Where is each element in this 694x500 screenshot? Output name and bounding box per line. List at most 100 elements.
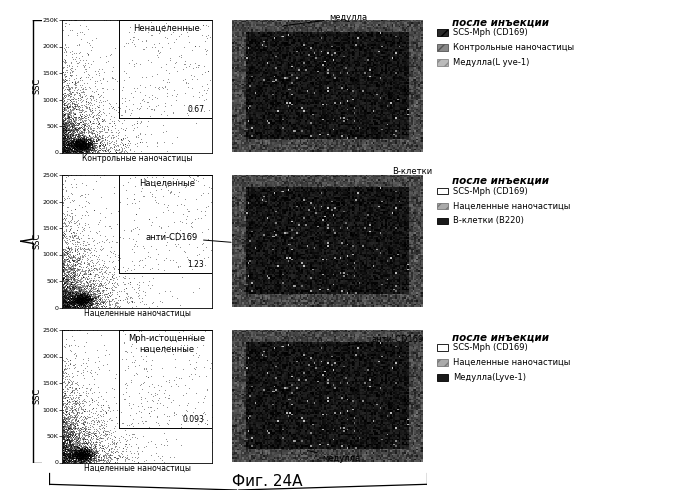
Point [70,280,81,288]
Point [134,130,145,138]
Point [86,142,97,150]
Point [146,30,157,38]
Point [77,446,88,454]
Point [67,303,78,311]
Point [96,136,108,144]
Point [192,420,203,428]
Point [85,146,96,154]
Point [65,138,76,146]
Point [139,254,150,262]
Point [76,303,87,311]
Point [121,40,132,48]
Point [66,300,77,308]
Point [80,302,91,310]
Point [74,300,85,308]
Point [76,446,87,454]
Point [75,448,86,456]
Point [67,444,78,452]
Point [60,298,71,306]
Point [87,300,98,308]
Point [78,288,89,296]
Point [67,273,78,281]
Point [63,361,74,369]
Point [69,104,81,112]
Point [107,294,118,302]
Point [75,142,86,150]
Point [68,121,79,129]
Point [83,293,94,301]
Point [80,142,91,150]
Point [94,438,105,446]
Point [66,138,77,146]
Point [72,140,83,148]
Point [133,450,144,458]
Point [58,270,69,278]
Point [65,226,76,234]
Point [87,146,98,154]
Point [71,448,83,456]
Point [79,140,90,147]
Point [74,453,85,461]
Point [80,298,91,306]
Point [58,444,69,452]
Point [66,295,77,303]
Point [83,140,94,148]
Point [99,440,110,448]
Point [126,298,137,306]
Point [67,130,78,138]
Point [88,444,99,452]
Point [75,297,86,305]
Point [74,140,85,147]
Point [78,450,90,458]
Point [83,103,94,111]
Point [78,244,90,252]
Point [78,291,90,299]
Point [89,414,100,422]
Point [65,302,76,310]
Point [75,144,86,152]
Point [80,148,91,156]
Point [64,212,75,220]
Point [86,133,97,141]
Point [67,301,78,309]
Point [58,456,69,464]
Point [74,395,85,403]
Point [65,456,76,464]
Point [74,138,85,146]
Point [64,61,75,69]
Point [58,452,69,460]
Point [59,256,70,264]
Point [81,458,92,466]
Point [96,430,107,438]
Point [101,16,112,24]
Point [120,346,131,354]
Point [62,300,74,308]
Point [121,124,132,132]
Point [58,122,69,130]
Point [70,413,81,421]
Point [122,292,133,300]
Point [86,290,97,298]
Point [72,139,83,147]
Point [71,391,82,399]
Point [91,302,102,310]
Point [74,146,85,154]
Point [61,268,72,276]
Point [58,291,69,299]
Point [76,446,87,454]
Point [78,138,89,145]
Point [80,450,91,458]
Point [83,138,94,145]
Point [58,144,69,152]
Point [110,282,121,290]
Point [65,148,76,156]
Point [80,142,91,150]
Point [60,294,71,302]
Point [66,64,77,72]
Point [75,303,86,311]
Point [66,108,77,116]
Point [90,454,101,462]
Point [76,448,87,456]
Point [83,428,94,436]
Point [62,430,74,438]
